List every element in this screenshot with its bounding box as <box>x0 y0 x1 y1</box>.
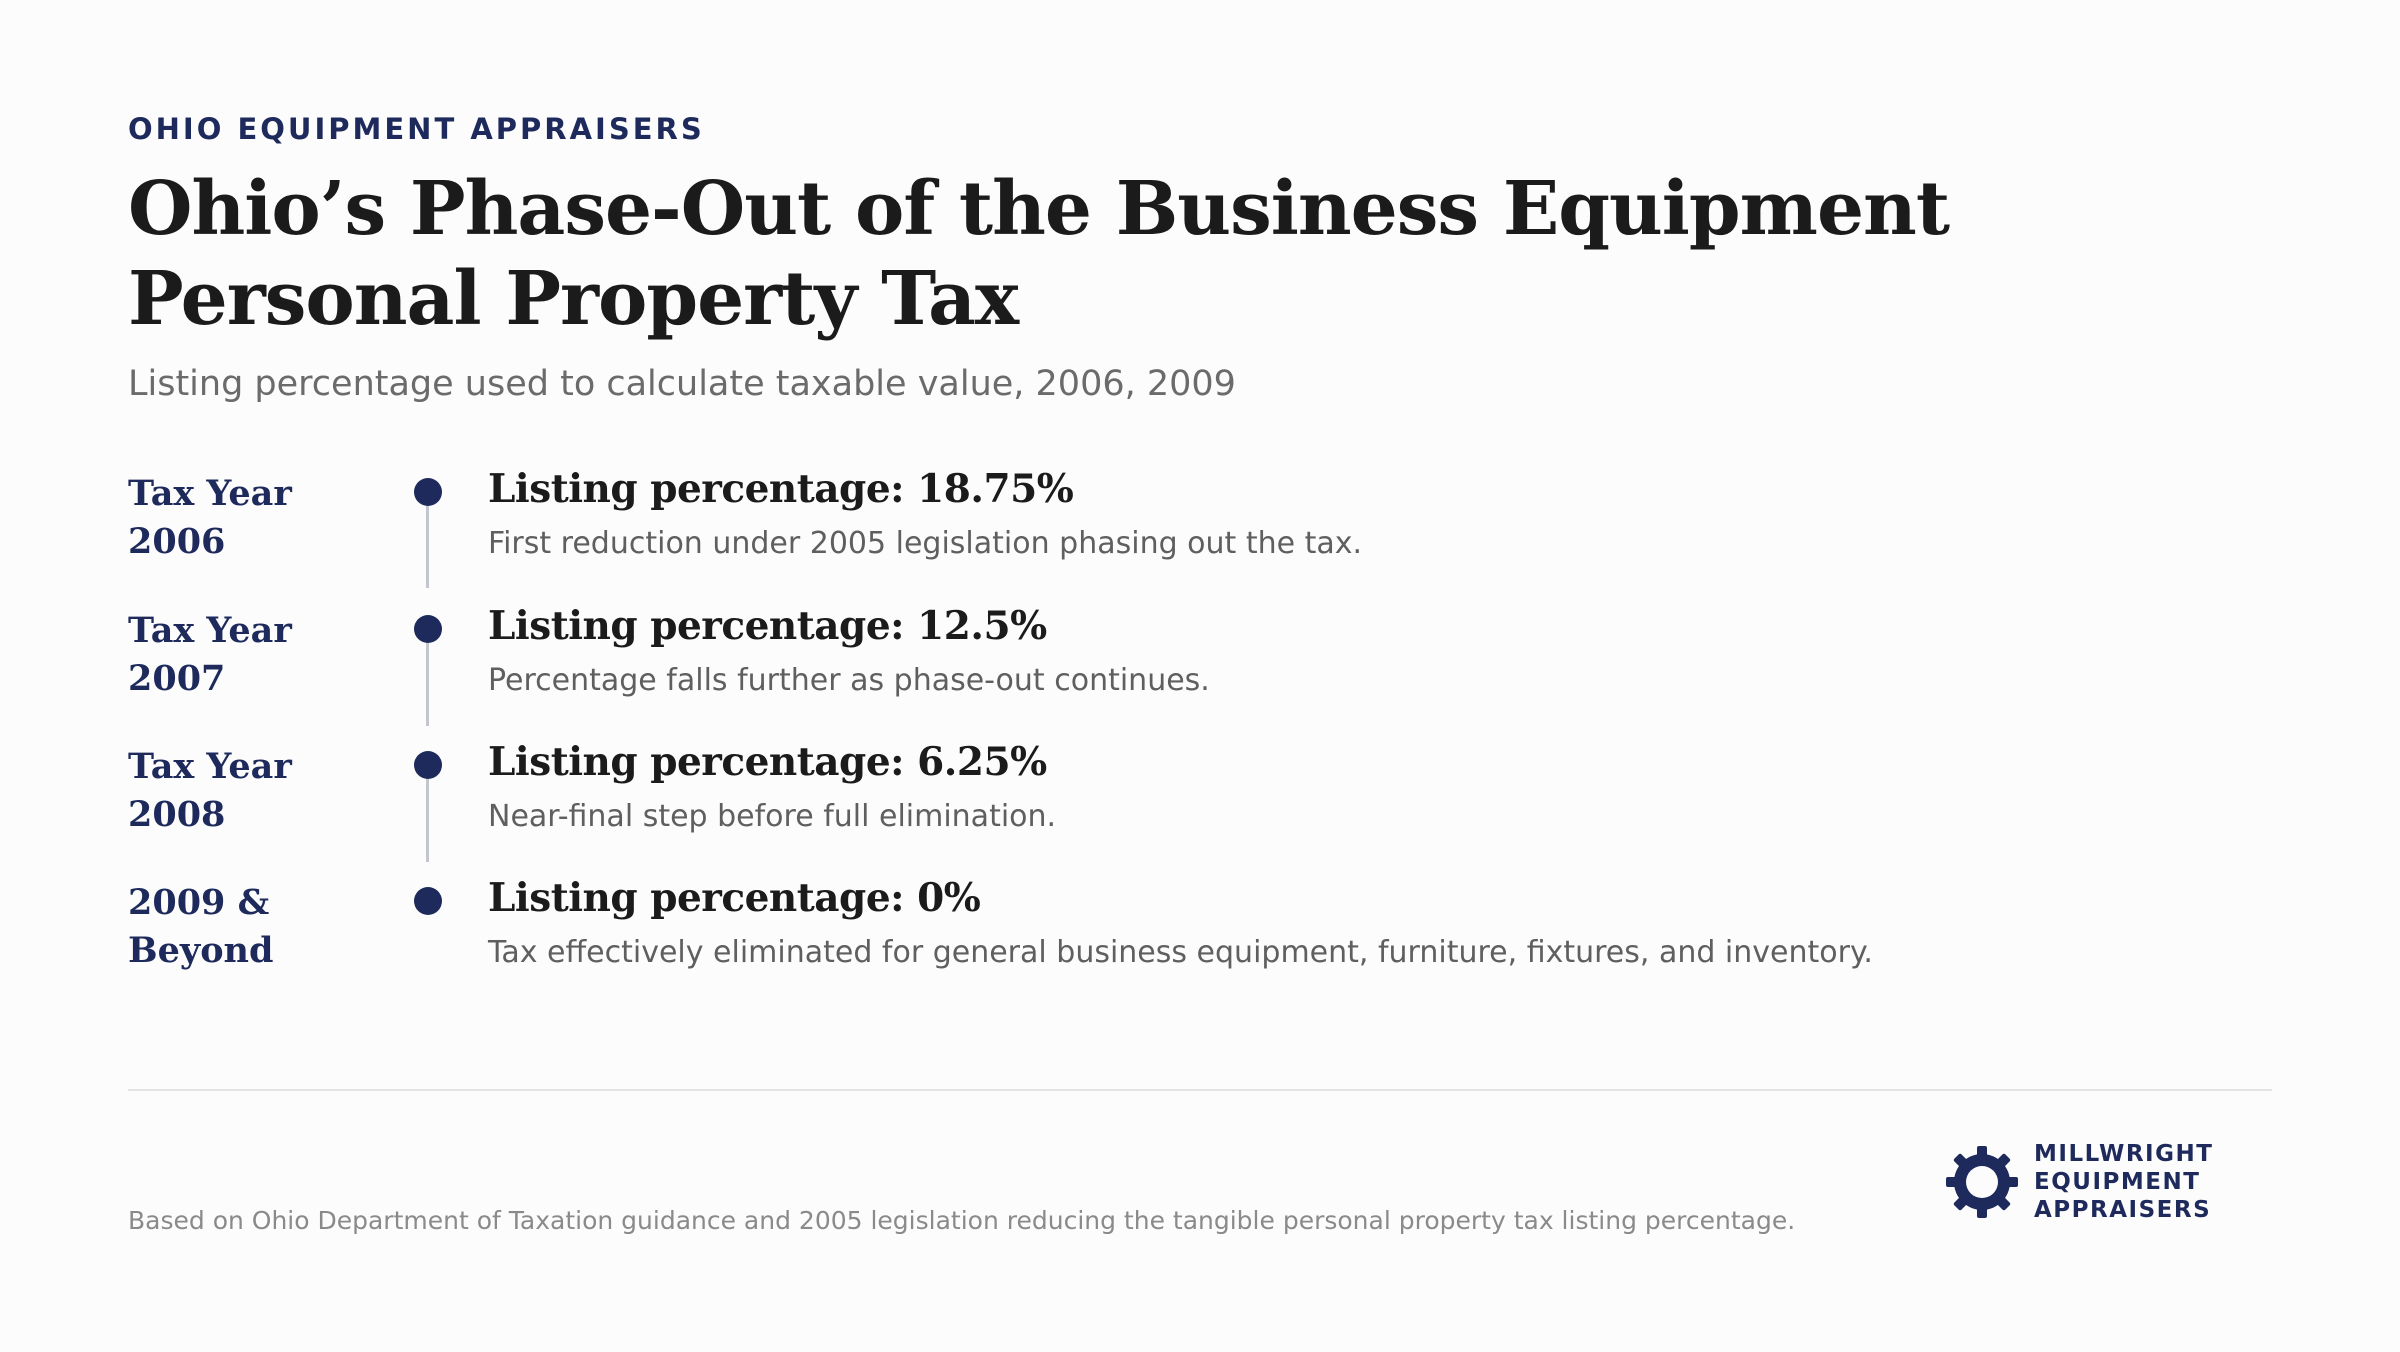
timeline-description: Tax effectively eliminated for general b… <box>488 935 1873 970</box>
timeline-heading: Listing percentage: 6.25% <box>488 739 1047 785</box>
timeline-year-line1: Tax Year <box>128 610 292 651</box>
timeline: Tax Year 2006 Listing percentage: 18.75%… <box>128 466 2272 990</box>
brand-logo: MILLWRIGHT EQUIPMENT APPRAISERS <box>1944 1140 2264 1223</box>
timeline-connector <box>426 768 429 862</box>
timeline-year-line2: 2007 <box>128 658 226 699</box>
timeline-year-line2: 2006 <box>128 521 226 562</box>
infographic-page: OHIO EQUIPMENT APPRAISERS Ohio’s Phase-O… <box>128 0 2272 1352</box>
page-title: Ohio’s Phase-Out of the Business Equipme… <box>128 166 1950 342</box>
timeline-connector <box>426 494 429 588</box>
eyebrow-label: OHIO EQUIPMENT APPRAISERS <box>128 112 705 146</box>
brand-line1: MILLWRIGHT <box>2034 1141 2214 1167</box>
timeline-year-line2: Beyond <box>128 930 274 971</box>
timeline-item-2008: Tax Year 2008 Listing percentage: 6.25% … <box>128 739 2272 853</box>
timeline-heading: Listing percentage: 0% <box>488 875 981 921</box>
source-footnote: Based on Ohio Department of Taxation gui… <box>128 1206 1796 1235</box>
timeline-year: Tax Year 2006 <box>128 470 358 566</box>
brand-wordmark: MILLWRIGHT EQUIPMENT APPRAISERS <box>2034 1140 2213 1224</box>
page-subtitle: Listing percentage used to calculate tax… <box>128 364 1236 404</box>
timeline-item-2009-beyond: 2009 & Beyond Listing percentage: 0% Tax… <box>128 875 2272 989</box>
timeline-heading: Listing percentage: 12.5% <box>488 603 1047 649</box>
timeline-description: Near-final step before full elimination. <box>488 799 1057 834</box>
timeline-year-line1: Tax Year <box>128 473 292 514</box>
timeline-dot <box>414 615 442 643</box>
timeline-year-line1: Tax Year <box>128 746 292 787</box>
timeline-year: 2009 & Beyond <box>128 879 358 975</box>
timeline-description: First reduction under 2005 legislation p… <box>488 526 1363 561</box>
timeline-connector <box>426 632 429 726</box>
brand-line3: APPRAISERS <box>2034 1197 2212 1223</box>
timeline-year-line1: 2009 & <box>128 882 270 923</box>
timeline-dot <box>414 887 442 915</box>
timeline-item-2006: Tax Year 2006 Listing percentage: 18.75%… <box>128 466 2272 580</box>
brand-line2: EQUIPMENT <box>2034 1169 2201 1195</box>
timeline-item-2007: Tax Year 2007 Listing percentage: 12.5% … <box>128 603 2272 717</box>
timeline-description: Percentage falls further as phase-out co… <box>488 663 1210 698</box>
timeline-heading: Listing percentage: 18.75% <box>488 466 1074 512</box>
timeline-year-line2: 2008 <box>128 794 226 835</box>
timeline-year: Tax Year 2008 <box>128 743 358 839</box>
timeline-dot <box>414 751 442 779</box>
timeline-year: Tax Year 2007 <box>128 607 358 703</box>
timeline-dot <box>414 478 442 506</box>
footer-divider <box>128 1089 2272 1091</box>
gear-icon <box>1946 1146 2018 1218</box>
